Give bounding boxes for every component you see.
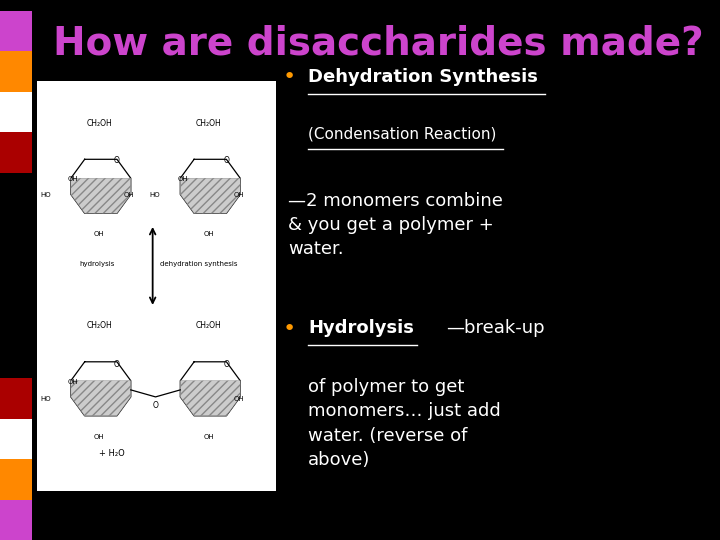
Polygon shape xyxy=(180,381,240,416)
Text: O: O xyxy=(114,156,120,165)
Text: OH: OH xyxy=(124,192,135,199)
Text: OH: OH xyxy=(94,231,104,237)
Bar xyxy=(0,500,32,540)
Text: HO: HO xyxy=(40,395,50,402)
Text: OH: OH xyxy=(203,434,214,440)
Bar xyxy=(0,51,32,92)
Text: (Condensation Reaction): (Condensation Reaction) xyxy=(308,127,497,142)
Text: O: O xyxy=(223,360,230,369)
Bar xyxy=(0,459,32,500)
Text: CH₂OH: CH₂OH xyxy=(86,321,112,330)
Text: OH: OH xyxy=(203,231,214,237)
Text: How are disaccharides made?: How are disaccharides made? xyxy=(53,24,703,62)
Text: of polymer to get
monomers… just add
water. (reverse of
above): of polymer to get monomers… just add wat… xyxy=(308,378,501,469)
Text: CH₂OH: CH₂OH xyxy=(196,321,222,330)
Polygon shape xyxy=(71,381,131,416)
Text: OH: OH xyxy=(68,379,78,386)
Text: Dehydration Synthesis: Dehydration Synthesis xyxy=(308,68,538,85)
Bar xyxy=(0,92,32,132)
Text: OH: OH xyxy=(233,192,244,199)
Text: CH₂OH: CH₂OH xyxy=(196,119,222,128)
Bar xyxy=(0,418,32,459)
Text: HO: HO xyxy=(150,192,160,199)
Text: CH₂OH: CH₂OH xyxy=(86,119,112,128)
Text: hydrolysis: hydrolysis xyxy=(80,260,115,267)
Text: •: • xyxy=(282,68,295,87)
Text: OH: OH xyxy=(94,434,104,440)
Text: OH: OH xyxy=(233,395,244,402)
Text: Hydrolysis: Hydrolysis xyxy=(308,319,414,336)
Text: —break-up: —break-up xyxy=(446,319,545,336)
Text: HO: HO xyxy=(40,192,50,199)
Text: dehydration synthesis: dehydration synthesis xyxy=(160,260,238,267)
Text: •: • xyxy=(282,319,295,339)
Text: OH: OH xyxy=(177,176,188,183)
Polygon shape xyxy=(71,178,131,213)
Bar xyxy=(37,81,276,491)
Text: O: O xyxy=(153,401,158,410)
Bar xyxy=(0,132,32,173)
Bar xyxy=(0,11,32,51)
Text: + H₂O: + H₂O xyxy=(99,449,125,458)
Bar xyxy=(0,378,32,419)
Text: —2 monomers combine
& you get a polymer +
water.: —2 monomers combine & you get a polymer … xyxy=(288,192,503,258)
Text: OH: OH xyxy=(68,176,78,183)
Text: O: O xyxy=(114,360,120,369)
Text: O: O xyxy=(223,156,230,165)
Polygon shape xyxy=(180,178,240,213)
